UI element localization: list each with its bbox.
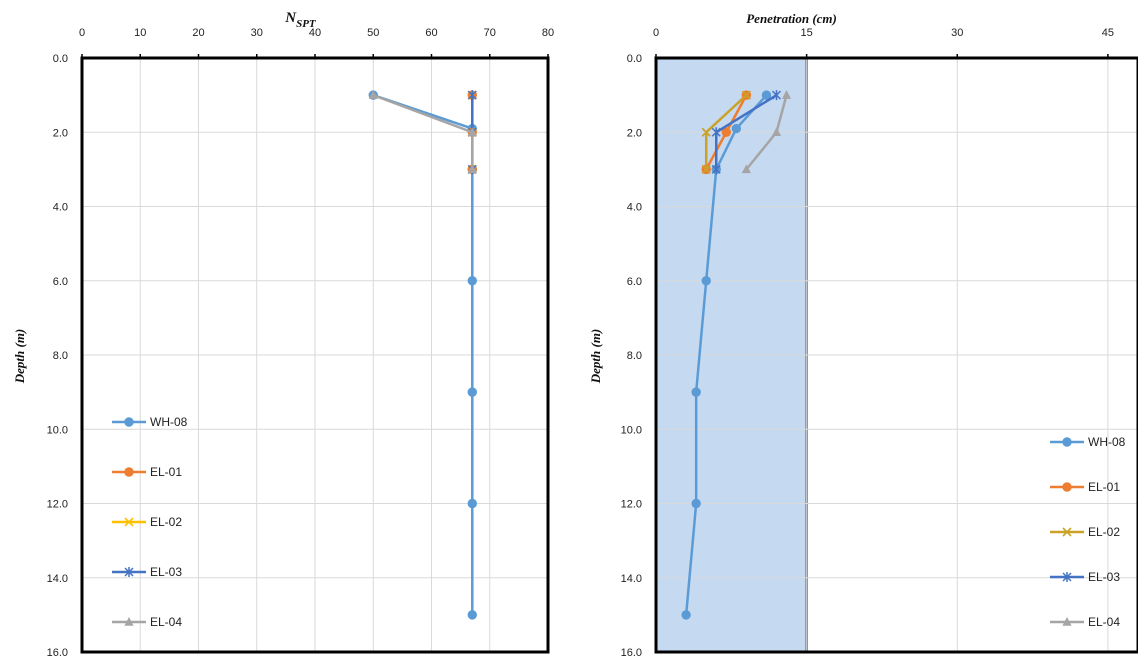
chart2-y-tick-label: 4.0 bbox=[627, 202, 642, 214]
chart2-y-tick-label: 6.0 bbox=[627, 276, 642, 288]
chart1-point-wh-08 bbox=[467, 610, 477, 620]
chart1-legend-label-wh-08: WH-08 bbox=[150, 415, 188, 429]
chart2-point-el-04 bbox=[741, 164, 751, 174]
chart1-legend-marker-el-01 bbox=[124, 467, 134, 477]
chart2-legend-label-el-01: EL-01 bbox=[1088, 480, 1120, 494]
chart1-legend-label-el-03: EL-03 bbox=[150, 565, 182, 579]
chart2-y-tick-label: 14.0 bbox=[621, 573, 642, 585]
chart1-plot-frame bbox=[80, 56, 550, 654]
chart2-point-el-02 bbox=[741, 90, 751, 100]
chart2-point-wh-08 bbox=[731, 123, 742, 134]
chart2-x-tick-label: 45 bbox=[1102, 27, 1114, 39]
chart2-point-el-03 bbox=[711, 164, 721, 175]
chart1-point-wh-08 bbox=[467, 387, 477, 397]
chart1-x-tick-label: 80 bbox=[542, 27, 554, 39]
chart1-x-tick-label: 50 bbox=[367, 27, 379, 39]
chart2-point-el-03 bbox=[771, 90, 782, 101]
chart2-point-el-01 bbox=[721, 127, 731, 137]
chart2-legend-marker-wh-08 bbox=[1062, 437, 1072, 447]
chart1-x-tick-label: 70 bbox=[484, 27, 496, 39]
chart1-y-tick-label: 6.0 bbox=[53, 276, 68, 288]
chart2-point-el-04 bbox=[781, 90, 792, 99]
chart1-y-tick-label: 0.0 bbox=[53, 53, 68, 65]
chart2-point-el-02 bbox=[701, 164, 711, 174]
chart1-y-tick-label: 2.0 bbox=[53, 127, 68, 139]
chart2-point-el-04 bbox=[771, 127, 782, 137]
chart2-y-axis-title: Depth (m) bbox=[588, 329, 603, 385]
chart1-y-axis-title: Depth (m) bbox=[12, 329, 27, 385]
chart2-legend-label-el-03: EL-03 bbox=[1088, 570, 1120, 584]
chart1-point-el-04 bbox=[467, 164, 477, 174]
chart1-x-tick-label: 60 bbox=[425, 27, 437, 39]
chart2-y-tick-label: 0.0 bbox=[627, 53, 642, 65]
chart2-legend-marker-el-03 bbox=[1062, 572, 1072, 582]
chart1-legend-label-el-02: EL-02 bbox=[150, 515, 182, 529]
chart1-y-tick-label: 14.0 bbox=[47, 573, 68, 585]
chart2-legend-marker-el-02 bbox=[1062, 527, 1072, 537]
chart2-point-el-03 bbox=[711, 127, 721, 138]
chart2-y-tick-label: 10.0 bbox=[621, 424, 642, 436]
chart1-point-wh-08 bbox=[467, 498, 477, 509]
chart2-x-tick-label: 15 bbox=[801, 27, 813, 39]
chart1-point-el-04 bbox=[467, 127, 477, 137]
chart2-point-el-02 bbox=[701, 127, 711, 137]
chart1-x-tick-label: 20 bbox=[192, 27, 204, 39]
chart2-y-tick-label: 2.0 bbox=[627, 127, 642, 139]
chart1-legend-marker-el-04 bbox=[124, 617, 134, 626]
chart1-x-tick-label: 0 bbox=[79, 27, 85, 39]
chart2-point-wh-08 bbox=[701, 276, 711, 286]
chart1-point-el-03 bbox=[467, 90, 477, 101]
chart1-y-tick-label: 16.0 bbox=[47, 647, 68, 658]
chart2-point-wh-08 bbox=[681, 610, 691, 620]
chart2-x-axis-title: Penetration (cm) bbox=[746, 11, 837, 26]
chart2-point-wh-08 bbox=[691, 387, 701, 397]
chart1-point-wh-08 bbox=[467, 276, 477, 286]
chart2-point-wh-08 bbox=[691, 498, 701, 509]
chart2-y-tick-label: 12.0 bbox=[621, 499, 642, 511]
chart1-y-tick-label: 4.0 bbox=[53, 202, 68, 214]
chart1-x-tick-label: 10 bbox=[134, 27, 146, 39]
chart1-x-axis-title: NSPT bbox=[284, 10, 317, 30]
chart1-legend-label-el-01: EL-01 bbox=[150, 465, 182, 479]
chart1-point-el-04 bbox=[368, 90, 378, 99]
chart2-legend-marker-el-01 bbox=[1062, 482, 1072, 492]
chart2-legend-label-wh-08: WH-08 bbox=[1088, 435, 1126, 449]
chart1-legend-marker-el-03 bbox=[124, 567, 134, 577]
chart2-y-tick-label: 8.0 bbox=[627, 350, 642, 362]
chart2-legend-label-el-04: EL-04 bbox=[1088, 615, 1120, 629]
chart2-plot-frame bbox=[654, 56, 1138, 654]
chart1-y-tick-label: 12.0 bbox=[47, 499, 68, 511]
chart1-legend-label-el-04: EL-04 bbox=[150, 615, 182, 629]
chart1-x-tick-label: 40 bbox=[309, 27, 321, 39]
chart2-x-tick-label: 0 bbox=[653, 27, 659, 39]
chart1-y-tick-label: 10.0 bbox=[47, 424, 68, 436]
chart1-x-tick-label: 30 bbox=[251, 27, 263, 39]
chart1-y-tick-label: 8.0 bbox=[53, 350, 68, 362]
chart2-legend-label-el-02: EL-02 bbox=[1088, 525, 1120, 539]
chart2-legend-marker-el-04 bbox=[1062, 617, 1072, 626]
chart2-x-tick-label: 30 bbox=[951, 27, 963, 39]
chart1-legend-marker-el-02 bbox=[124, 517, 134, 527]
chart2-point-wh-08 bbox=[761, 90, 772, 100]
chart1-legend-marker-wh-08 bbox=[124, 417, 134, 427]
chart2-y-tick-label: 16.0 bbox=[621, 647, 642, 658]
